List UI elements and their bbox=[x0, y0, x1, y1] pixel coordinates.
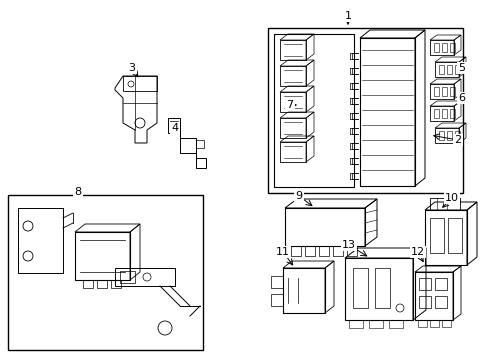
Bar bbox=[429, 106, 453, 121]
Bar bbox=[368, 320, 382, 328]
Bar bbox=[446, 131, 451, 140]
Bar bbox=[441, 320, 450, 327]
Bar bbox=[429, 320, 438, 327]
Bar bbox=[433, 87, 438, 96]
Bar bbox=[111, 280, 121, 288]
Bar bbox=[429, 198, 459, 210]
Bar bbox=[285, 208, 364, 246]
Text: 8: 8 bbox=[74, 187, 81, 197]
Bar bbox=[418, 278, 430, 290]
Bar bbox=[75, 232, 130, 280]
Bar bbox=[352, 268, 367, 308]
Bar bbox=[346, 246, 356, 256]
Bar bbox=[441, 43, 446, 52]
Bar bbox=[447, 218, 461, 253]
Bar bbox=[438, 131, 443, 140]
Bar bbox=[414, 272, 452, 320]
Bar bbox=[283, 268, 325, 313]
Bar bbox=[290, 246, 301, 256]
Bar bbox=[305, 246, 314, 256]
Text: 6: 6 bbox=[458, 93, 465, 103]
Bar bbox=[438, 65, 443, 74]
Bar bbox=[170, 121, 178, 129]
Bar bbox=[434, 128, 458, 143]
Bar bbox=[449, 109, 454, 118]
Text: 1: 1 bbox=[344, 11, 351, 21]
Bar bbox=[332, 246, 342, 256]
Bar bbox=[120, 271, 135, 283]
Bar bbox=[280, 66, 305, 86]
Bar bbox=[449, 87, 454, 96]
Bar bbox=[434, 278, 446, 290]
Bar bbox=[454, 65, 459, 74]
Text: 11: 11 bbox=[275, 247, 289, 257]
Bar bbox=[441, 87, 446, 96]
Bar bbox=[115, 268, 175, 286]
Bar bbox=[280, 92, 305, 112]
Text: 10: 10 bbox=[444, 193, 458, 203]
Bar bbox=[441, 109, 446, 118]
Bar bbox=[446, 65, 451, 74]
Bar bbox=[449, 43, 454, 52]
Text: 12: 12 bbox=[410, 247, 424, 257]
Bar bbox=[434, 296, 446, 308]
Text: 3: 3 bbox=[128, 63, 135, 73]
Bar bbox=[424, 210, 466, 265]
Bar bbox=[388, 320, 402, 328]
Bar bbox=[270, 276, 283, 288]
Bar bbox=[434, 62, 458, 77]
Text: 4: 4 bbox=[171, 123, 178, 133]
Bar bbox=[18, 208, 63, 273]
Text: 5: 5 bbox=[458, 63, 465, 73]
Bar bbox=[267, 28, 462, 193]
Bar bbox=[83, 280, 93, 288]
Bar bbox=[429, 40, 453, 55]
Bar bbox=[273, 34, 353, 187]
Bar bbox=[97, 280, 107, 288]
Text: 7: 7 bbox=[286, 100, 293, 110]
Bar bbox=[433, 43, 438, 52]
Bar bbox=[429, 218, 443, 253]
Bar bbox=[345, 258, 412, 320]
Bar bbox=[429, 84, 453, 99]
Bar bbox=[318, 246, 328, 256]
Bar bbox=[280, 40, 305, 60]
Text: 9: 9 bbox=[295, 191, 302, 201]
Bar bbox=[123, 76, 157, 91]
Bar bbox=[433, 109, 438, 118]
Text: 13: 13 bbox=[341, 240, 355, 250]
Bar bbox=[196, 140, 203, 148]
Bar bbox=[417, 320, 426, 327]
Bar bbox=[454, 131, 459, 140]
Bar bbox=[280, 118, 305, 138]
Bar bbox=[8, 195, 203, 350]
Bar bbox=[418, 296, 430, 308]
Bar bbox=[359, 38, 414, 186]
Bar bbox=[280, 142, 305, 162]
Text: 2: 2 bbox=[453, 135, 461, 145]
Bar bbox=[374, 268, 389, 308]
Bar bbox=[348, 320, 362, 328]
Bar bbox=[270, 294, 283, 306]
